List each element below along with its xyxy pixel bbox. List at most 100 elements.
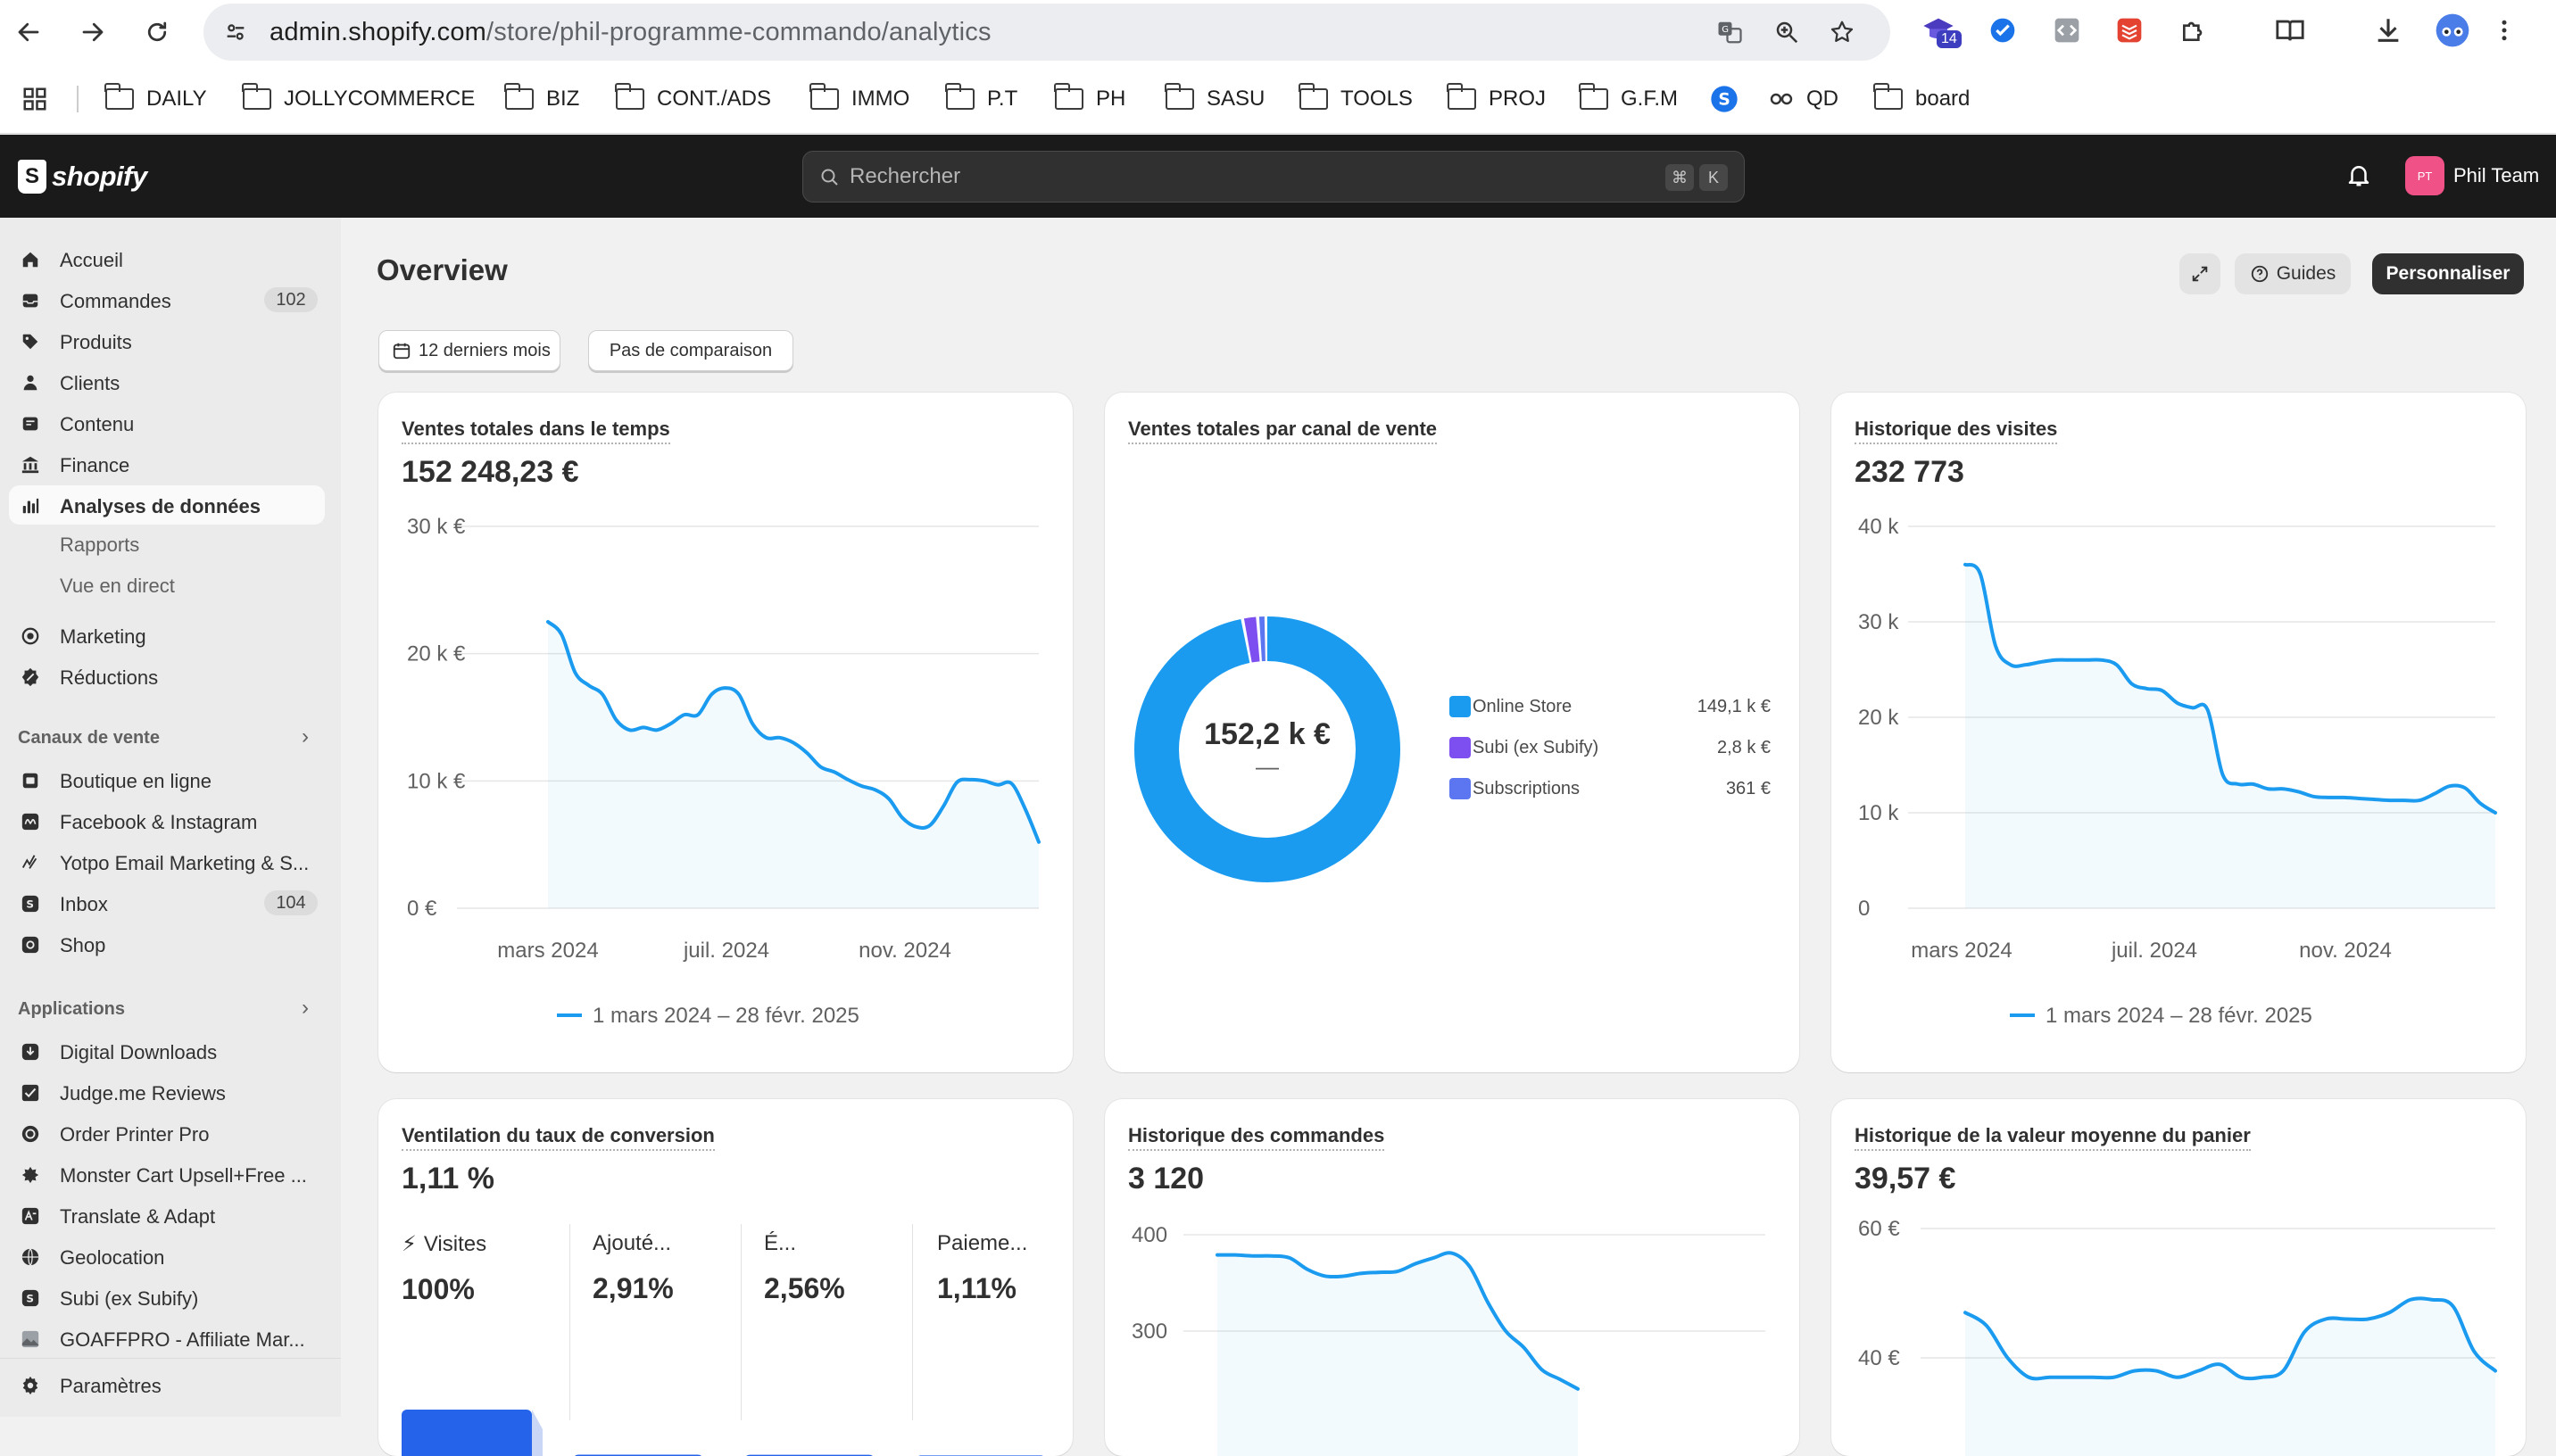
card-title[interactable]: Ventilation du taux de conversion (402, 1124, 715, 1151)
extension-badge: 14 (1937, 30, 1962, 48)
legend-swatch (1449, 778, 1471, 799)
chevron-right-icon[interactable]: › (302, 996, 309, 1020)
reading-list-icon[interactable] (2272, 12, 2308, 48)
sidebar-channel-yotpo[interactable]: Yotpo Email Marketing & S... (9, 842, 325, 881)
applications-heading[interactable]: Applications (18, 999, 126, 1019)
sidebar-channel-inbox[interactable]: S Inbox 104 (9, 883, 325, 922)
svg-text:S: S (1718, 91, 1730, 110)
folder-icon (1054, 83, 1083, 110)
date-range-picker[interactable]: 12 derniers mois (378, 330, 560, 371)
sidebar-channel-facebook-instagram[interactable]: Facebook & Instagram (9, 801, 325, 840)
sidebar-app-goaffpro[interactable]: GOAFFPRO - Affiliate Mar... (9, 1319, 325, 1358)
series-line (1216, 1251, 1580, 1391)
sidebar-channel-online-store[interactable]: Boutique en ligne (9, 760, 325, 799)
sidebar-item-content[interactable]: Contenu (9, 403, 325, 443)
card-conversion[interactable]: Ventilation du taux de conversion 1,11 %… (378, 1099, 1073, 1456)
sidebar-app-judgeme[interactable]: Judge.me Reviews (9, 1072, 325, 1112)
extensions-puzzle-icon[interactable] (2176, 12, 2212, 48)
comparison-picker[interactable]: Pas de comparaison (588, 330, 793, 371)
bookmark-folder-sasu[interactable]: SASU (1165, 83, 1266, 114)
x-tick-label: mars 2024 (497, 939, 598, 963)
extension-todoist-icon[interactable] (2112, 12, 2147, 48)
sidebar-item-marketing[interactable]: Marketing (9, 616, 325, 655)
reload-button[interactable] (139, 14, 175, 50)
funnel-step-value: 2,56% (764, 1272, 845, 1304)
extension-check-icon[interactable] (1985, 12, 2021, 48)
sidebar-app-geolocation[interactable]: Geolocation (9, 1237, 325, 1276)
bookmark-folder-biz[interactable]: BIZ (504, 83, 579, 114)
account-menu[interactable]: PT Phil Team (2405, 156, 2539, 195)
sidebar-app-order-printer[interactable]: Order Printer Pro (9, 1113, 325, 1153)
sidebar-item-orders[interactable]: Commandes 102 (9, 280, 325, 319)
y-tick-label: 0 (1858, 897, 1870, 921)
card-title[interactable]: Ventes totales par canal de vente (1128, 418, 1438, 444)
bookmark-folder-proj[interactable]: PROJ (1447, 83, 1546, 114)
shopify-logo[interactable]: shopify (18, 160, 147, 194)
customize-button[interactable]: Personnaliser (2372, 253, 2524, 294)
sidebar-item-products[interactable]: Produits (9, 321, 325, 360)
card-visits[interactable]: Historique des visites 232 773 0 10 k 20 k… (1831, 393, 2526, 1072)
sales-channels-heading[interactable]: Canaux de vente (18, 728, 160, 748)
chevron-right-icon[interactable]: › (302, 724, 309, 749)
bookmark-folder-daily[interactable]: DAILY (104, 83, 207, 114)
address-bar[interactable]: admin.shopify.com/store/phil-programme-c… (203, 4, 1890, 61)
card-sales-by-channel[interactable]: Ventes totales par canal de vente 152,2 … (1105, 393, 1799, 1072)
extension-code-icon[interactable] (2049, 12, 2085, 48)
card-title[interactable]: Ventes totales dans le temps (402, 418, 670, 444)
sidebar-item-analytics[interactable]: Analyses de données (9, 485, 325, 525)
bookmark-folder-ph[interactable]: PH (1054, 83, 1125, 114)
notifications-bell-icon[interactable] (2345, 161, 2378, 194)
funnel-step: É... 2,56% (764, 1231, 925, 1305)
profile-avatar-icon[interactable] (2435, 12, 2470, 48)
search-input[interactable]: Rechercher ⌘ K (802, 151, 1745, 203)
card-orders[interactable]: Historique des commandes 3 120 300 400 (1105, 1099, 1799, 1456)
bookmark-folder-immo[interactable]: IMMO (809, 83, 909, 114)
bookmark-folder-jollycommerce[interactable]: JOLLYCOMMERCE (242, 83, 475, 114)
bookmark-qd[interactable]: QD (1769, 84, 1838, 114)
download-icon[interactable] (2370, 12, 2406, 48)
card-sales-over-time[interactable]: Ventes totales dans le temps 152 248,23 … (378, 393, 1073, 1072)
card-title[interactable]: Historique des visites (1855, 418, 2058, 444)
sidebar-app-translate-adapt[interactable]: Translate & Adapt (9, 1195, 325, 1235)
y-tick-label: 20 k (1858, 706, 1899, 730)
site-settings-icon[interactable] (220, 16, 252, 48)
translate-icon[interactable]: G (1714, 16, 1746, 48)
sidebar-subitem-live-view[interactable]: Vue en direct (60, 575, 175, 597)
bookmark-folder-board[interactable]: board (1873, 83, 1970, 114)
extension-graduation-icon[interactable]: 14 (1921, 12, 1962, 48)
sidebar-subitem-reports[interactable]: Rapports (60, 534, 140, 556)
sidebar-item-finance[interactable]: Finance (9, 444, 325, 484)
bookmark-folder-cont-ads[interactable]: CONT./ADS (615, 83, 771, 114)
guides-button[interactable]: Guides (2235, 253, 2351, 294)
sidebar-item-home[interactable]: Accueil (9, 239, 325, 278)
x-tick-label: nov. 2024 (2299, 939, 2392, 963)
glasses-icon (1770, 93, 1793, 105)
sidebar-app-digital-downloads[interactable]: Digital Downloads (9, 1031, 325, 1071)
x-tick-label: mars 2024 (1911, 939, 2012, 963)
browser-menu-icon[interactable] (2486, 12, 2522, 48)
zoom-icon[interactable] (1771, 16, 1803, 48)
funnel-divider (569, 1224, 570, 1420)
bookmark-folder-pt[interactable]: P.T (945, 83, 1017, 114)
bookmark-star-icon[interactable] (1826, 16, 1858, 48)
card-average-order-value[interactable]: Historique de la valeur moyenne du panie… (1831, 1099, 2526, 1456)
bookmark-folder-gfm[interactable]: G.F.M (1579, 83, 1678, 114)
sidebar-app-monster-cart[interactable]: Monster Cart Upsell+Free ... (9, 1154, 325, 1194)
bookmark-folder-tools[interactable]: TOOLS (1299, 83, 1413, 114)
conversion-funnel-chart (402, 1410, 1043, 1456)
back-button[interactable] (11, 14, 46, 50)
sidebar-item-customers[interactable]: Clients (9, 362, 325, 401)
forward-button[interactable] (75, 14, 111, 50)
card-title[interactable]: Historique des commandes (1128, 1124, 1385, 1151)
customize-label: Personnaliser (2386, 263, 2510, 284)
sidebar-app-subi[interactable]: S Subi (ex Subify) (9, 1278, 325, 1317)
bookmark-label: SASU (1207, 87, 1266, 111)
card-title[interactable]: Historique de la valeur moyenne du panie… (1855, 1124, 2251, 1151)
sidebar-channel-shop[interactable]: Shop (9, 924, 325, 964)
fullscreen-button[interactable] (2179, 253, 2220, 294)
apps-grid-icon[interactable] (21, 84, 48, 114)
sidebar-item-discounts[interactable]: Réductions (9, 657, 325, 696)
meta-icon (20, 811, 41, 832)
sidebar-item-settings[interactable]: Paramètres (9, 1365, 325, 1404)
bookmark-s-icon[interactable]: S (1710, 84, 1739, 114)
